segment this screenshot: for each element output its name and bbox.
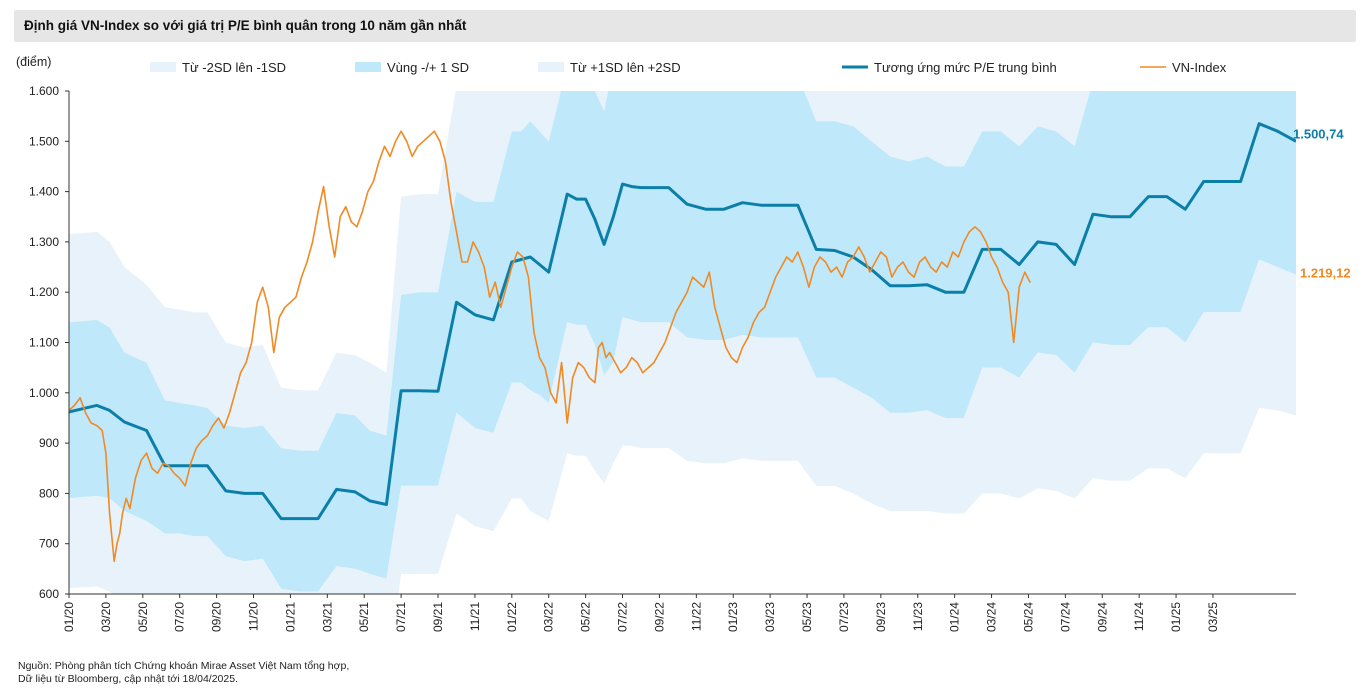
chart-svg: 1.600 1.500 1.400 1.300 1.200 1.100 1.000 900 80…	[16, 55, 1351, 632]
x-tick-label: 03/24	[985, 602, 999, 632]
x-tick-label: 07/20	[173, 602, 187, 632]
x-tick-label: 05/24	[1021, 602, 1035, 632]
legend-swatch-band_inner	[355, 62, 381, 72]
x-tick-label: 03/22	[542, 602, 556, 632]
band-minus2-to-minus1sd	[69, 259, 1296, 594]
x-tick-label: 05/23	[800, 602, 814, 632]
x-tick-label: 11/22	[689, 602, 703, 631]
x-tick-label: 11/24	[1132, 602, 1146, 631]
x-tick-label: 05/20	[136, 602, 150, 632]
vnindex-last-value-label: 1.219,12	[1300, 266, 1351, 281]
y-tick-label: 1.400	[29, 185, 59, 199]
end-labels: 1.500,74 1.219,12	[1293, 126, 1351, 280]
legend-label: Từ -2SD lên -1SD	[182, 60, 286, 75]
y-tick-label: 1.500	[29, 134, 59, 148]
x-tick-label: 09/21	[431, 602, 445, 632]
legend-swatch-band_outer	[538, 62, 564, 72]
chart-title: Định giá VN-Index so với giá trị P/E bìn…	[24, 18, 467, 33]
legend-label: VN-Index	[1172, 60, 1227, 75]
x-tick-label: 01/23	[726, 602, 740, 632]
x-tick-label: 11/23	[911, 602, 925, 631]
x-tick-label: 09/20	[210, 602, 224, 632]
source-line-2: Dữ liệu từ Bloomberg, cập nhật tới 18/04…	[18, 673, 238, 685]
x-tick-label: 03/23	[763, 602, 777, 632]
band-minus1-to-plus1sd	[69, 91, 1296, 592]
source-note: Nguồn: Phòng phân tích Chứng khoán Mirae…	[18, 660, 349, 686]
x-tick-label: 05/22	[579, 602, 593, 632]
band-plus1-to-plus2sd	[69, 91, 1091, 451]
x-tick-label: 09/22	[652, 602, 666, 632]
x-tick-label: 11/20	[247, 602, 261, 631]
x-tick-label: 03/20	[99, 602, 113, 632]
title-bar: Định giá VN-Index so với giá trị P/E bìn…	[14, 10, 1356, 42]
legend: Từ -2SD lên -1SD Vùng -/+ 1 SD Từ +1SD lên…	[150, 60, 1227, 75]
y-tick-label: 900	[39, 436, 59, 450]
x-tick-label: 07/22	[616, 602, 630, 632]
x-tick-label: 01/22	[505, 602, 519, 632]
x-tick-label: 09/23	[874, 602, 888, 632]
x-tick-label: 01/25	[1169, 602, 1183, 632]
legend-label: Vùng -/+ 1 SD	[387, 60, 469, 75]
x-tick-label: 11/21	[468, 602, 482, 631]
x-tick-label: 03/21	[320, 602, 334, 632]
x-tick-label: 07/24	[1058, 602, 1072, 632]
x-tick-label: 01/21	[283, 602, 297, 632]
legend-label: Từ +1SD lên +2SD	[570, 60, 681, 75]
y-tick-label: 1.200	[29, 285, 59, 299]
mean-last-value-label: 1.500,74	[1293, 126, 1344, 141]
x-tick-label: 07/21	[394, 602, 408, 632]
chart-container: 1.600 1.500 1.400 1.300 1.200 1.100 1.000 900 80…	[0, 46, 1366, 656]
x-tick-label: 05/21	[357, 602, 371, 632]
x-tick-label: 03/25	[1206, 602, 1220, 632]
y-tick-label: 700	[39, 537, 59, 551]
legend-swatch-band_outer	[150, 62, 176, 72]
source-line-1: Nguồn: Phòng phân tích Chứng khoán Mirae…	[18, 660, 350, 672]
x-tick-label: 07/23	[837, 602, 851, 632]
y-tick-label: 800	[39, 486, 59, 500]
x-tick-label: 01/24	[948, 602, 962, 632]
x-tick-label: 09/24	[1095, 602, 1109, 632]
y-tick-label: 1.000	[29, 386, 59, 400]
y-tick-label: 1.300	[29, 235, 59, 249]
y-tick-label: 1.600	[29, 84, 59, 98]
y-tick-label: 1.100	[29, 336, 59, 350]
legend-label: Tương ứng mức P/E trung bình	[874, 60, 1057, 75]
axes: 1.600 1.500 1.400 1.300 1.200 1.100 1.000 900 80…	[16, 55, 1296, 632]
y-axis-title: (điểm)	[16, 55, 51, 69]
sd-bands	[69, 91, 1296, 594]
series-lines	[69, 122, 1296, 563]
x-tick-label: 01/20	[62, 602, 76, 632]
mean-pe-line	[69, 122, 1296, 521]
vnindex-line	[69, 130, 1032, 563]
y-tick-label: 600	[39, 587, 59, 601]
